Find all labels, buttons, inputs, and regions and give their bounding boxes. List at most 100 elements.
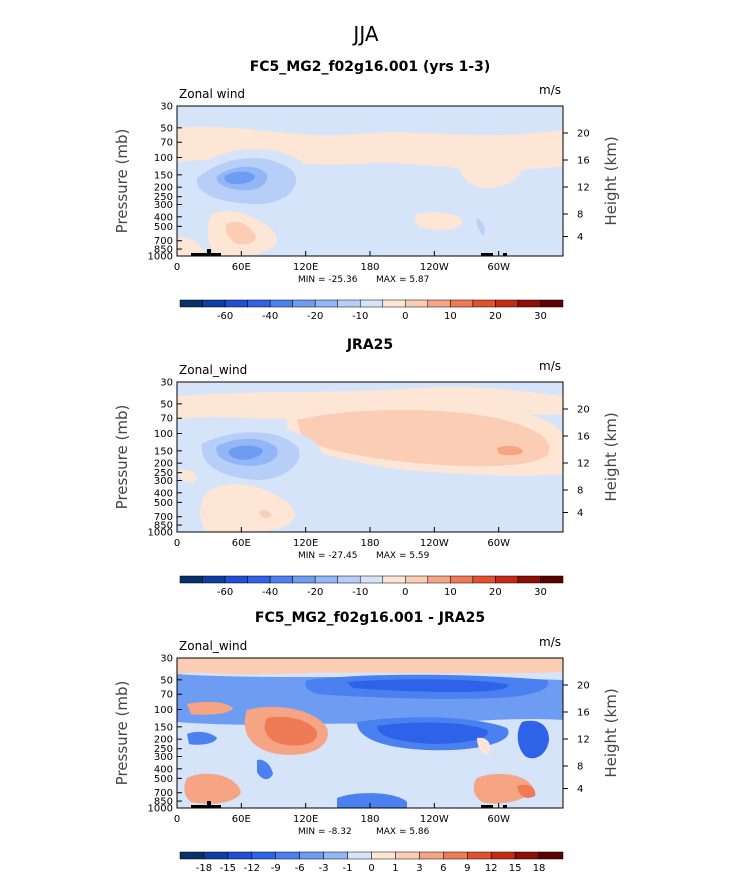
colorbar-swatch: [450, 575, 474, 584]
y-tick-label: 250: [154, 744, 173, 755]
contour-region: [512, 170, 563, 217]
contour-region: [477, 737, 491, 755]
colorbar-label: 0: [402, 587, 408, 598]
topography: [191, 805, 221, 808]
colorbar-swatch: [490, 851, 516, 860]
contour-field: [177, 382, 563, 532]
colorbar-swatch: [443, 851, 468, 860]
y-tick-label: 850: [154, 245, 173, 256]
contour-region: [187, 731, 217, 745]
min-value: MIN = -27.45: [298, 551, 357, 561]
topography: [503, 805, 507, 808]
contour-field: [177, 106, 563, 256]
colorbar-swatch: [224, 299, 248, 308]
colorbar-label: 30: [534, 587, 547, 598]
colorbar-swatch: [292, 575, 316, 584]
y2-tick-label: 4: [577, 784, 583, 795]
colorbar-label: -10: [352, 311, 368, 322]
colorbar-label: -18: [196, 863, 212, 872]
contour-region: [517, 720, 549, 759]
colorbar-swatch: [382, 299, 406, 308]
colorbar-label: 3: [416, 863, 422, 872]
max-value: MAX = 5.86: [376, 827, 430, 837]
y-tick-label: 250: [154, 468, 173, 479]
colorbar-label: 18: [533, 863, 546, 872]
y-tick-label: 50: [160, 399, 173, 410]
contour-region: [377, 722, 488, 744]
y2-axis-label: Height (km): [602, 412, 620, 501]
contour-region: [347, 679, 508, 692]
colorbar-label: 20: [489, 311, 502, 322]
x-tick-label: 60E: [232, 538, 251, 549]
contour-region: [225, 221, 256, 245]
y-tick-label: 700: [154, 236, 173, 247]
topography: [481, 253, 493, 256]
y-tick-label: 500: [154, 222, 173, 233]
colorbar-swatch: [371, 851, 396, 860]
y-tick-label: 400: [154, 488, 173, 499]
contour-region: [264, 716, 318, 746]
contour-region: [200, 484, 295, 532]
colorbar-label: 12: [485, 863, 498, 872]
colorbar-swatch: [538, 851, 564, 860]
colorbar-label: -15: [220, 863, 236, 872]
colorbar-label: -10: [352, 587, 368, 598]
colorbar-swatch: [337, 575, 361, 584]
variable-label: Zonal_wind: [179, 363, 247, 377]
y2-tick-label: 4: [577, 508, 583, 519]
colorbar-swatch: [495, 299, 519, 308]
colorbar-swatch: [179, 299, 203, 308]
panel-1: FC5_MG2_f02g16.001 (yrs 1-3) Zonal wind m/…: [113, 59, 620, 322]
y-tick-label: 400: [154, 764, 173, 775]
y2-tick-label: 8: [577, 762, 583, 773]
y-tick-label: 700: [154, 788, 173, 799]
topography: [503, 253, 507, 256]
colorbar-swatch: [517, 575, 541, 584]
y-tick-label: 30: [160, 102, 173, 113]
topography: [481, 805, 493, 808]
colorbar-swatch: [467, 851, 492, 860]
colorbar-swatch: [202, 575, 226, 584]
y-tick-label: 30: [160, 378, 173, 389]
colorbar-swatch: [427, 575, 451, 584]
contour-region: [177, 237, 207, 256]
colorbar: -60 -40 -20 -10 0 10 20 30: [179, 575, 564, 598]
contour-field: [177, 658, 563, 808]
y-axis-label: Pressure (mb): [113, 681, 131, 786]
y-tick-label: 300: [154, 476, 173, 487]
y2-tick-label: 4: [577, 232, 583, 243]
colorbar-label: -60: [217, 311, 233, 322]
y2-axis-label: Height (km): [602, 136, 620, 225]
colorbar-swatch: [472, 575, 496, 584]
colorbar-swatch: [450, 299, 474, 308]
contour-region: [337, 793, 407, 808]
colorbar-label: -9: [271, 863, 281, 872]
colorbar-swatch: [540, 299, 564, 308]
colorbar-label: -6: [295, 863, 305, 872]
colorbar-swatch: [405, 575, 429, 584]
y-tick-label: 850: [154, 797, 173, 808]
colorbar-label: -40: [262, 587, 278, 598]
figure-title: JJA: [351, 22, 378, 46]
contour-region: [517, 784, 536, 798]
y-tick-label: 300: [154, 200, 173, 211]
colorbar-label: 10: [444, 311, 457, 322]
colorbar-swatch: [405, 299, 429, 308]
colorbar-label: -1: [343, 863, 353, 872]
y-tick-label: 100: [154, 429, 173, 440]
contour-region: [476, 218, 485, 236]
y-tick-label: 150: [154, 446, 173, 457]
x-tick-label: 120W: [420, 814, 449, 825]
y-tick-label: 300: [154, 752, 173, 763]
contour-region: [497, 445, 523, 456]
colorbar-swatch: [395, 851, 420, 860]
y2-tick-label: 20: [577, 405, 590, 416]
contour-region: [473, 773, 533, 804]
max-value: MAX = 5.59: [376, 551, 430, 561]
colorbar-swatch: [179, 575, 203, 584]
colorbar-swatch: [251, 851, 276, 860]
colorbar-label: 1: [392, 863, 398, 872]
colorbar-swatch: [269, 299, 293, 308]
